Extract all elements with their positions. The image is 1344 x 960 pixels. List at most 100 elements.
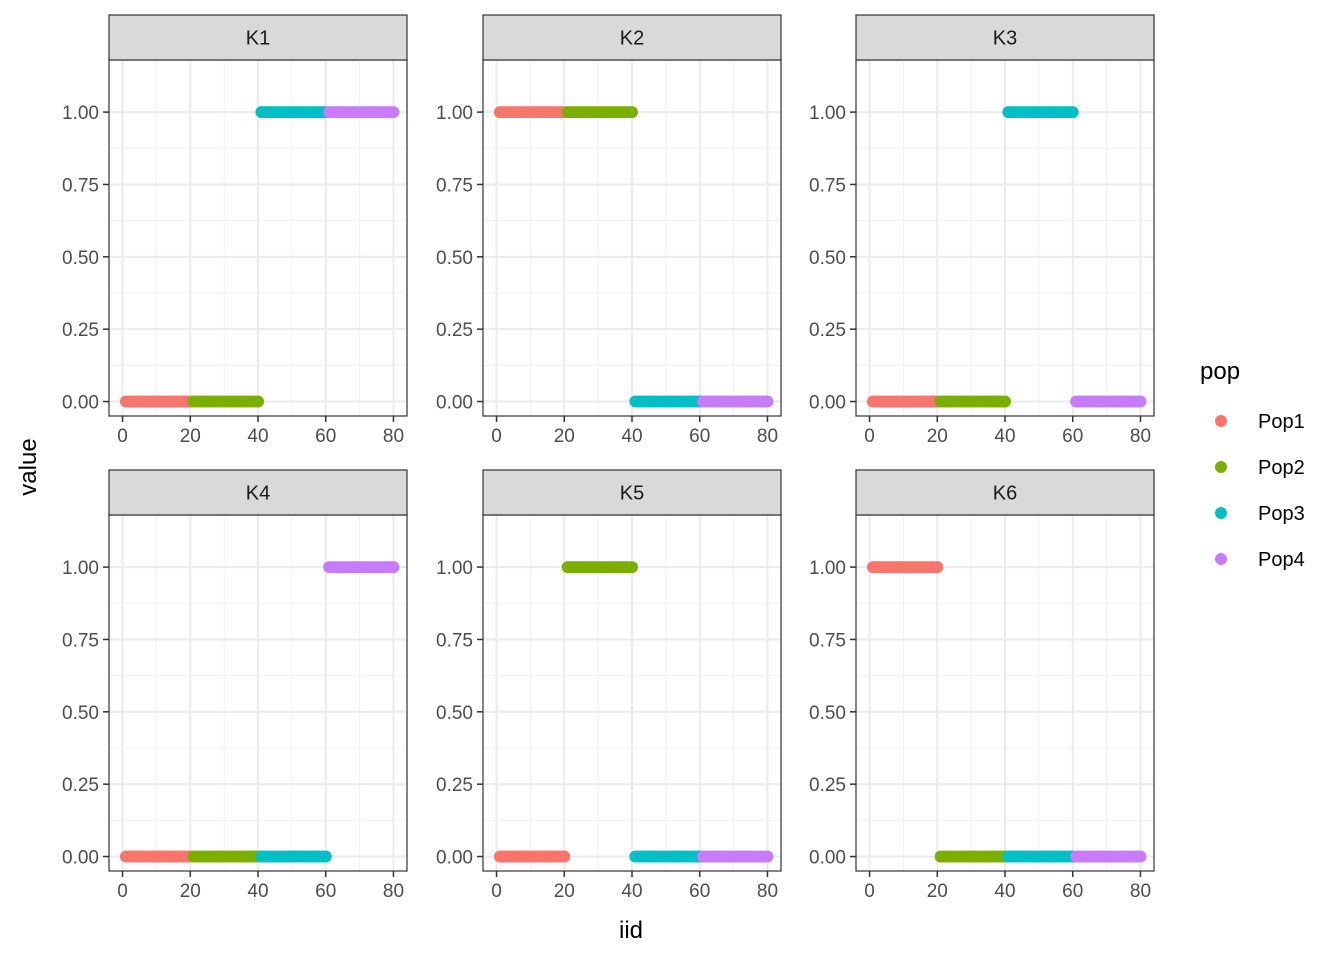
y-tick-label: 1.00 bbox=[62, 558, 99, 579]
axis-ticks bbox=[103, 111, 395, 422]
x-tick-label: 0 bbox=[117, 881, 128, 902]
x-tick-label: 20 bbox=[554, 426, 575, 447]
point-pop3 bbox=[1066, 106, 1079, 119]
x-tick-label: 0 bbox=[491, 426, 502, 447]
facet-strip bbox=[482, 14, 782, 61]
x-tick-label: 40 bbox=[621, 426, 642, 447]
x-tick-label: 80 bbox=[383, 881, 404, 902]
y-tick-label: 1.00 bbox=[436, 558, 473, 579]
major-grid bbox=[109, 515, 407, 871]
facet-strip-label: K1 bbox=[246, 28, 270, 50]
legend-key-pop3 bbox=[1215, 507, 1227, 519]
facet-strip bbox=[855, 469, 1155, 516]
legend-label-pop4: Pop4 bbox=[1258, 549, 1305, 571]
legend: pop Pop1 Pop2 Pop3 Pop4 bbox=[1200, 358, 1305, 571]
y-tick-label: 0.00 bbox=[809, 393, 846, 414]
data-points bbox=[119, 561, 400, 863]
point-pop1 bbox=[931, 561, 944, 574]
y-tick-label: 0.25 bbox=[62, 320, 99, 341]
data-points bbox=[119, 106, 400, 408]
y-tick-label: 0.00 bbox=[436, 393, 473, 414]
legend-key-pop4 bbox=[1215, 553, 1227, 565]
point-pop2 bbox=[999, 395, 1011, 408]
data-points bbox=[866, 106, 1147, 408]
facet-strip-label: K3 bbox=[993, 28, 1017, 50]
x-tick-label: 40 bbox=[247, 881, 268, 902]
x-tick-label: 60 bbox=[689, 426, 710, 447]
y-tick-label: 0.50 bbox=[436, 248, 473, 269]
legend-key-pop1 bbox=[1215, 415, 1227, 427]
minor-grid bbox=[856, 60, 1154, 416]
point-pop2 bbox=[252, 395, 264, 408]
x-tick-label: 20 bbox=[927, 426, 948, 447]
point-pop4 bbox=[1134, 395, 1147, 408]
point-pop1 bbox=[558, 850, 571, 863]
facet-strip-label: K6 bbox=[993, 483, 1017, 505]
y-tick-label: 0.25 bbox=[809, 320, 846, 341]
facet-panel-k5: K5 0 20 40 60 80 0.00 0.25 0.50 0.75 1.00 bbox=[436, 469, 782, 902]
x-tick-label: 60 bbox=[689, 881, 710, 902]
x-tick-label: 40 bbox=[994, 426, 1015, 447]
x-tick-label: 60 bbox=[1062, 881, 1083, 902]
x-tick-label: 80 bbox=[757, 426, 778, 447]
legend-label-pop1: Pop1 bbox=[1258, 411, 1305, 433]
y-tick-label: 0.75 bbox=[436, 175, 473, 196]
facet-panel-k2: K2 0 20 40 60 80 0.00 0.25 0.50 0.75 1.00 bbox=[436, 14, 782, 447]
y-tick-label: 0.75 bbox=[436, 630, 473, 651]
legend-title: pop bbox=[1200, 358, 1240, 385]
point-pop4 bbox=[387, 106, 400, 119]
major-grid bbox=[483, 515, 781, 871]
x-tick-label: 80 bbox=[757, 881, 778, 902]
data-points bbox=[493, 561, 774, 863]
minor-grid bbox=[856, 515, 1154, 871]
facet-strip bbox=[108, 469, 408, 516]
facet-strip-label: K5 bbox=[620, 483, 644, 505]
point-pop3 bbox=[319, 850, 332, 863]
x-tick-label: 40 bbox=[994, 881, 1015, 902]
y-tick-label: 0.00 bbox=[62, 848, 99, 869]
x-tick-label: 20 bbox=[180, 426, 201, 447]
x-tick-label: 0 bbox=[864, 426, 875, 447]
legend-key-pop2 bbox=[1215, 461, 1227, 473]
legend-label-pop3: Pop3 bbox=[1258, 503, 1305, 525]
x-tick-label: 40 bbox=[621, 881, 642, 902]
facet-panel-k6: K6 0 20 40 60 80 0.00 0.25 0.50 0.75 1.00 bbox=[809, 469, 1155, 902]
y-tick-label: 0.50 bbox=[436, 703, 473, 724]
facet-panel-k4: K4 0 20 40 60 80 0.00 0.25 0.50 0.75 1.00 bbox=[62, 469, 408, 902]
data-points bbox=[493, 106, 774, 408]
y-tick-label: 1.00 bbox=[62, 103, 99, 124]
y-tick-label: 1.00 bbox=[809, 558, 846, 579]
y-tick-label: 0.25 bbox=[809, 775, 846, 796]
x-tick-label: 80 bbox=[1130, 426, 1151, 447]
x-tick-label: 0 bbox=[864, 881, 875, 902]
y-tick-label: 0.50 bbox=[62, 248, 99, 269]
y-tick-label: 0.75 bbox=[62, 175, 99, 196]
point-pop4 bbox=[761, 850, 774, 863]
y-tick-label: 1.00 bbox=[809, 103, 846, 124]
x-tick-label: 80 bbox=[383, 426, 404, 447]
facet-panel-k1: K1 0 20 40 60 80 0.00 0.25 0.50 0.75 1.00 bbox=[62, 14, 408, 447]
y-tick-label: 0.00 bbox=[62, 393, 99, 414]
x-tick-label: 0 bbox=[491, 881, 502, 902]
axis-ticks bbox=[477, 111, 769, 422]
x-axis-title: iid bbox=[619, 917, 643, 944]
y-tick-label: 0.50 bbox=[809, 248, 846, 269]
facet-strip bbox=[108, 14, 408, 61]
facet-strip bbox=[855, 14, 1155, 61]
axis-ticks bbox=[477, 566, 769, 877]
y-tick-label: 0.00 bbox=[809, 848, 846, 869]
y-tick-label: 0.25 bbox=[62, 775, 99, 796]
axis-ticks bbox=[103, 566, 395, 877]
panels-layer: K1 0 20 40 60 80 0.00 0.25 0.50 0.75 1.00 K2 0 20 40 60… bbox=[62, 14, 1155, 902]
point-pop4 bbox=[387, 561, 400, 574]
point-pop2 bbox=[626, 106, 638, 119]
legend-label-pop2: Pop2 bbox=[1258, 457, 1305, 479]
point-pop4 bbox=[1134, 850, 1147, 863]
facet-strip-label: K4 bbox=[246, 483, 270, 505]
data-points bbox=[866, 561, 1147, 863]
facet-panel-k3: K3 0 20 40 60 80 0.00 0.25 0.50 0.75 1.00 bbox=[809, 14, 1155, 447]
y-tick-label: 1.00 bbox=[436, 103, 473, 124]
x-tick-label: 20 bbox=[927, 881, 948, 902]
x-tick-label: 40 bbox=[247, 426, 268, 447]
